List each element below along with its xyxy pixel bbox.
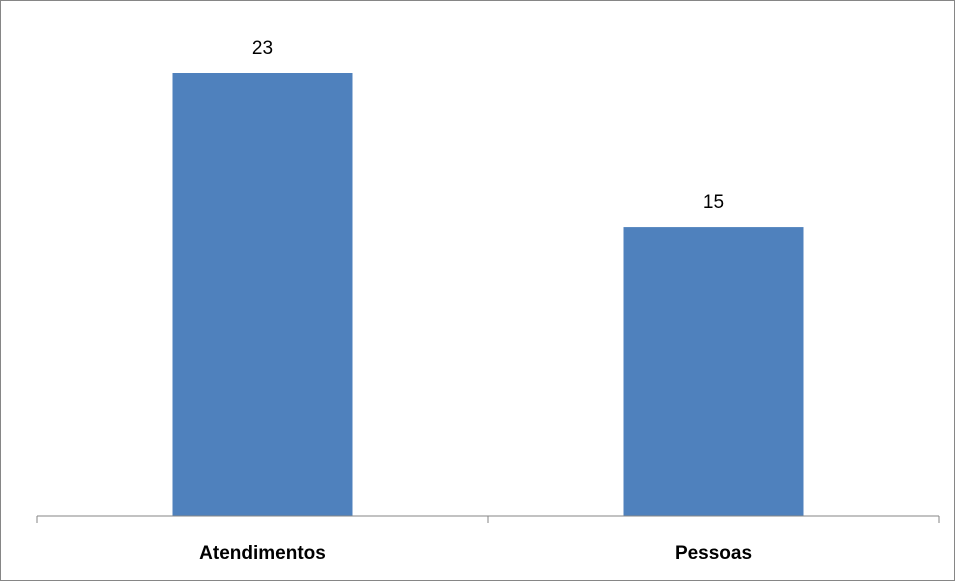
data-label: 23 xyxy=(252,38,273,59)
bar-pessoas xyxy=(623,227,804,516)
data-label: 15 xyxy=(703,192,724,213)
x-axis-ticks xyxy=(36,516,940,523)
chart-labels: 23 Atendimentos 15 Pessoas xyxy=(199,38,752,564)
chart-marks xyxy=(172,73,804,516)
category-label: Pessoas xyxy=(675,543,752,564)
bar-atendimentos xyxy=(172,73,353,516)
category-label: Atendimentos xyxy=(199,543,326,564)
